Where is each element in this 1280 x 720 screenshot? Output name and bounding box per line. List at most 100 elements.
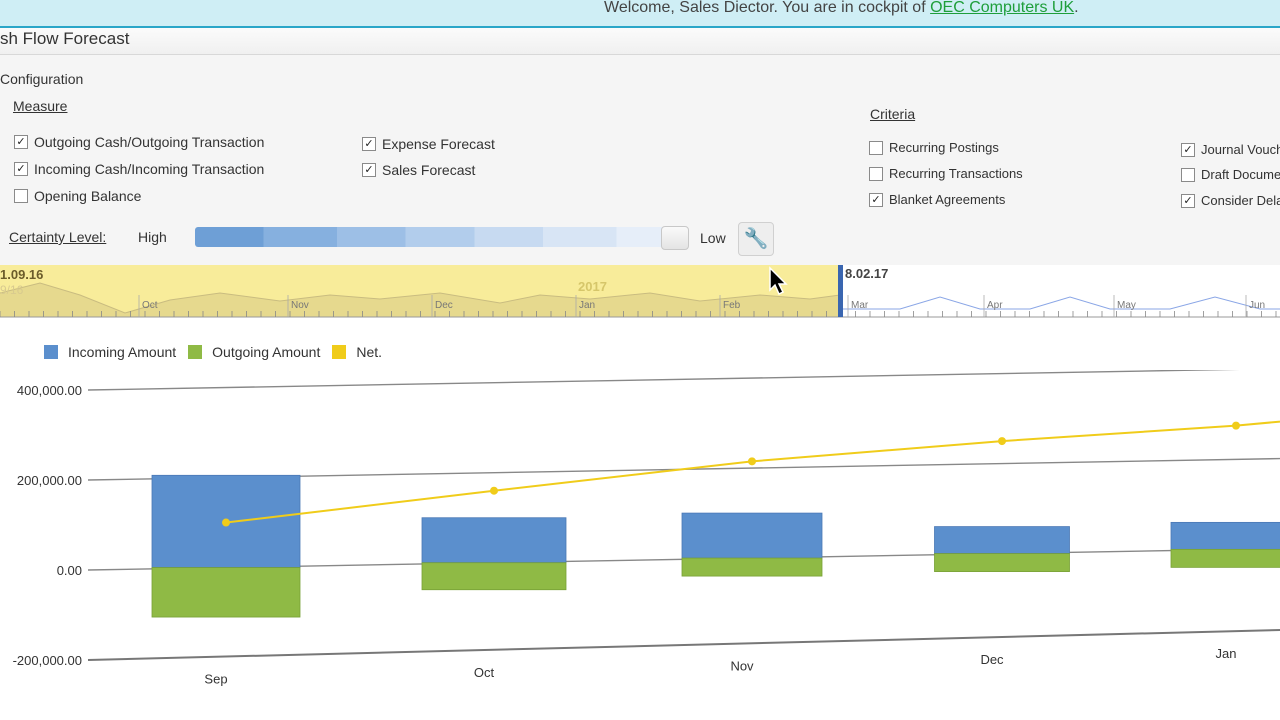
net-line-point — [998, 437, 1006, 446]
welcome-text: Welcome, Sales Diector. You are in cockp… — [604, 0, 931, 16]
timeline-month-label: Jun — [1249, 300, 1265, 311]
checkbox-recurring-transactions[interactable]: Recurring Transactions — [869, 166, 1023, 181]
legend-label-net: Net. — [356, 344, 383, 360]
checkbox-sales-forecast[interactable]: ✓ Sales Forecast — [362, 162, 475, 178]
checkbox-box[interactable]: ✓ — [362, 163, 376, 177]
checkbox-label: Incoming Cash/Incoming Transaction — [34, 161, 265, 177]
chart-bars — [151, 474, 1280, 618]
certainty-slider-track[interactable] — [195, 227, 685, 247]
net-line-point — [748, 457, 756, 466]
timeline-month-label: Feb — [723, 300, 741, 311]
checkbox-box[interactable]: ✓ — [14, 162, 28, 176]
chart-y-tick-label: 200,000.00 — [17, 473, 82, 488]
timeline-svg: 1.09.16 9/16 2017 8.02.17 Oct Nov Dec Jan Fe… — [0, 265, 1280, 318]
timeline-area-shape — [0, 283, 840, 317]
net-line-point — [222, 518, 230, 527]
checkbox-box[interactable] — [869, 166, 883, 181]
certainty-high-label: High — [138, 229, 167, 245]
bar-outgoing — [421, 562, 567, 591]
timeline-start-label: 1.09.16 — [0, 267, 43, 282]
mouse-cursor-icon — [769, 266, 788, 296]
certainty-slider-thumb[interactable] — [661, 226, 689, 250]
legend-label-incoming: Incoming Amount — [68, 344, 177, 360]
checkbox-label: Blanket Agreements — [889, 192, 1006, 207]
criteria-title[interactable]: Criteria — [870, 106, 916, 122]
welcome-message: Welcome, Sales Diector. You are in cockp… — [604, 0, 1079, 17]
checkbox-label: Opening Balance — [34, 188, 142, 204]
timeline-range-handle[interactable] — [838, 265, 843, 317]
window-titlebar: sh Flow Forecast — [0, 28, 1280, 55]
measure-title[interactable]: Measure — [13, 98, 68, 114]
wrench-icon[interactable]: 🔧 — [738, 222, 774, 256]
chart-gridline — [87, 370, 1240, 391]
checkbox-outgoing-cash[interactable]: ✓ Outgoing Cash/Outgoing Transaction — [14, 134, 264, 150]
configuration-panel: Configuration Measure Criteria ✓ Outgoing… — [0, 55, 1280, 265]
checkbox-box[interactable] — [869, 140, 883, 155]
checkbox-label: Sales Forecast — [382, 162, 476, 178]
timeline-month-labels: Oct Nov Dec Jan Feb Mar Apr May Jun — [138, 295, 1265, 317]
top-bar: Welcome, Sales Diector. You are in cockp… — [0, 0, 1280, 28]
chart-x-tick-label: Sep — [204, 672, 227, 687]
checkbox-box[interactable]: ✓ — [1181, 193, 1195, 208]
timeline-month-label: Jan — [579, 300, 595, 311]
legend-swatch-net — [332, 345, 347, 359]
bar-outgoing — [681, 557, 823, 577]
legend-swatch-outgoing — [188, 345, 203, 359]
checkbox-consider-delay[interactable]: ✓ Consider Delay — [1181, 193, 1280, 208]
certainty-level-label[interactable]: Certainty Level: — [9, 229, 107, 245]
window-title: sh Flow Forecast — [0, 29, 130, 48]
checkbox-label: Recurring Postings — [889, 140, 999, 155]
checkbox-label: Recurring Transactions — [889, 166, 1023, 181]
timeline-month-label: Apr — [987, 300, 1003, 311]
bar-incoming — [681, 512, 823, 559]
checkbox-box[interactable]: ✓ — [14, 135, 28, 149]
checkbox-label: Expense Forecast — [382, 136, 495, 152]
cash-flow-chart: 400,000.00 200,000.00 0.00 -200,000.00 Sep Oc… — [13, 370, 1280, 687]
timeline-year-label: 2017 — [578, 279, 607, 294]
checkbox-label: Outgoing Cash/Outgoing Transaction — [34, 134, 265, 150]
checkbox-journal-vouchers[interactable]: ✓ Journal Vouch — [1181, 142, 1280, 157]
chart-x-tick-label: Nov — [730, 658, 754, 673]
checkbox-box[interactable]: ✓ — [869, 192, 883, 207]
checkbox-box[interactable]: ✓ — [362, 137, 376, 151]
chart-x-tick-label: Oct — [474, 665, 495, 680]
chart-labels: 400,000.00 200,000.00 0.00 -200,000.00 Sep Oc… — [13, 383, 1237, 687]
bar-outgoing — [934, 553, 1070, 572]
bar-outgoing — [151, 567, 301, 618]
checkbox-incoming-cash[interactable]: ✓ Incoming Cash/Incoming Transaction — [14, 161, 264, 177]
bar-incoming — [421, 517, 567, 564]
timeline-month-label: May — [1117, 300, 1136, 311]
timeline-month-label: Nov — [291, 300, 309, 311]
company-link[interactable]: OEC Computers UK — [930, 0, 1075, 16]
checkbox-box[interactable] — [1181, 167, 1195, 182]
chart-x-tick-label: Dec — [980, 652, 1004, 667]
checkbox-draft-documents[interactable]: Draft Documen — [1181, 167, 1280, 182]
configuration-title: Configuration — [0, 71, 84, 87]
net-line-point — [1232, 421, 1240, 430]
chart-x-tick-label: Jan — [1216, 646, 1237, 661]
checkbox-opening-balance[interactable]: Opening Balance — [14, 188, 141, 204]
timeline-month-label: Oct — [142, 300, 158, 311]
timeline-month-label: Mar — [851, 300, 869, 311]
timeline-area-line — [0, 282, 841, 314]
checkbox-label: Journal Vouch — [1201, 142, 1280, 157]
chart-legend: Incoming Amount Outgoing Amount Net. — [44, 344, 394, 360]
welcome-end: . — [1074, 0, 1079, 16]
checkbox-label: Consider Delay — [1201, 193, 1280, 208]
checkbox-recurring-postings[interactable]: Recurring Postings — [869, 140, 999, 155]
chart-y-tick-label: 0.00 — [57, 563, 82, 578]
legend-label-outgoing: Outgoing Amount — [212, 344, 321, 360]
chart-gridline — [87, 629, 1280, 661]
checkbox-box[interactable] — [14, 189, 28, 203]
checkbox-box[interactable]: ✓ — [1181, 142, 1195, 157]
chart-y-tick-label: -200,000.00 — [13, 653, 82, 668]
timeline-forecast-line — [840, 296, 1280, 310]
chart-net-line — [222, 420, 1280, 527]
checkbox-expense-forecast[interactable]: ✓ Expense Forecast — [362, 136, 495, 152]
checkbox-blanket-agreements[interactable]: ✓ Blanket Agreements — [869, 192, 1005, 207]
legend-swatch-incoming — [44, 345, 58, 359]
net-line-point — [490, 486, 498, 495]
chart-y-tick-label: 400,000.00 — [17, 383, 82, 398]
timeline-ticks — [0, 311, 1277, 317]
timeline-navigator[interactable]: 1.09.16 9/16 2017 8.02.17 Oct Nov Dec Jan Fe… — [0, 265, 1280, 323]
